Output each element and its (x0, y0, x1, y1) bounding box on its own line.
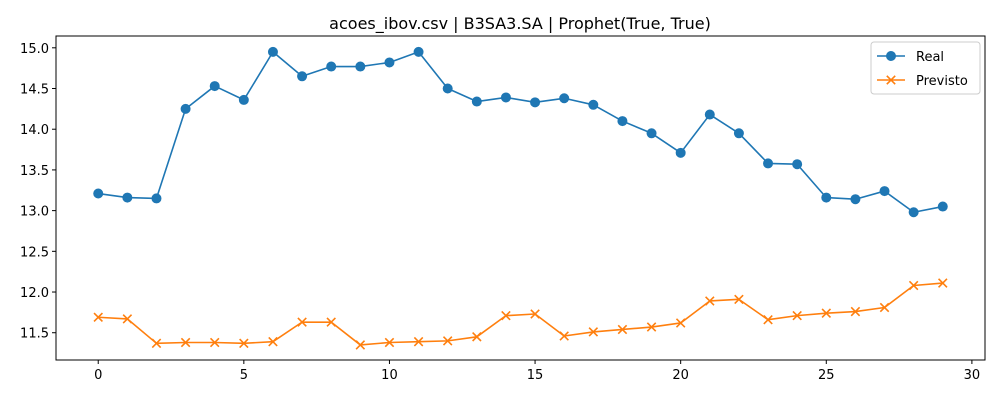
legend-box (870, 41, 981, 95)
y-tick-label: 13.0 (20, 205, 49, 220)
data-point-real (704, 109, 715, 120)
data-point-real (675, 147, 686, 158)
legend: Real Previsto (870, 41, 981, 95)
data-point-previsto (442, 336, 453, 346)
x-tick-label: 25 (818, 368, 835, 383)
data-point-previsto (297, 317, 307, 327)
data-point-previsto (93, 312, 103, 323)
data-point-real (267, 46, 278, 57)
data-point-real (559, 93, 570, 104)
y-tick-label: 11.5 (20, 327, 49, 342)
data-point-real (530, 97, 541, 108)
data-point-real (151, 193, 162, 204)
data-point-previsto (413, 336, 424, 347)
data-point-previsto (326, 317, 336, 327)
data-point-previsto (617, 324, 628, 335)
data-point-previsto (908, 280, 919, 291)
x-tick-label: 15 (527, 368, 544, 383)
data-point-previsto (151, 338, 162, 349)
data-point-previsto (879, 302, 890, 313)
data-point-previsto (472, 332, 482, 342)
data-point-previsto (209, 337, 220, 348)
data-point-real (879, 186, 890, 197)
data-point-previsto (821, 308, 832, 318)
data-point-previsto (559, 331, 569, 341)
data-point-previsto (384, 337, 395, 348)
data-point-previsto (122, 314, 133, 324)
data-point-real (792, 159, 803, 170)
data-point-real (617, 116, 628, 127)
data-point-real (413, 46, 424, 57)
data-point-previsto (239, 338, 249, 349)
data-point-real (122, 192, 133, 203)
legend-marker-previsto (886, 75, 896, 85)
data-point-real (850, 194, 861, 205)
data-point-real (821, 192, 832, 203)
series-previsto (93, 278, 948, 350)
y-tick-label: 13.5 (20, 164, 49, 179)
y-tick-label: 12.5 (20, 245, 49, 260)
y-tick-label: 14.0 (20, 123, 49, 138)
data-point-previsto (588, 327, 599, 337)
data-point-previsto (763, 314, 773, 325)
data-point-real (355, 61, 366, 72)
data-point-real (763, 158, 774, 169)
data-point-real (93, 188, 104, 199)
legend-label-previsto: Previsto (916, 74, 968, 89)
data-point-real (937, 201, 948, 212)
data-point-real (238, 94, 249, 105)
data-point-real (908, 207, 919, 218)
data-point-real (442, 83, 453, 94)
chart-title: acoes_ibov.csv | B3SA3.SA | Prophet(True… (329, 14, 711, 34)
series-real (93, 46, 948, 218)
data-point-real (646, 128, 657, 139)
x-tick-label: 5 (240, 368, 248, 383)
data-point-previsto (501, 310, 511, 321)
x-tick-label: 10 (381, 368, 398, 383)
data-point-previsto (268, 336, 278, 347)
data-point-previsto (180, 337, 191, 348)
data-point-real (500, 92, 511, 103)
data-point-previsto (792, 310, 802, 321)
legend-marker-real (886, 51, 896, 61)
data-point-previsto (938, 278, 948, 288)
data-point-previsto (675, 318, 686, 328)
x-tick-label: 0 (94, 368, 102, 383)
x-tick-label: 20 (672, 368, 689, 383)
data-point-previsto (850, 306, 861, 317)
series-line-previsto (98, 282, 943, 346)
data-point-real (588, 99, 599, 110)
legend-label-real: Real (916, 50, 944, 65)
data-point-real (471, 96, 482, 107)
plot-frame (55, 35, 986, 361)
data-point-real (326, 61, 337, 72)
x-tick-label: 30 (964, 368, 981, 383)
data-point-previsto (355, 340, 366, 350)
plot-area: 0 5 10 15 20 25 30 11.5 12.0 12.5 13.0 13.5 14.0 14.5… (20, 35, 986, 383)
data-point-real (180, 103, 191, 114)
y-tick-label: 15.0 (20, 42, 49, 57)
y-tick-label: 12.0 (20, 286, 49, 301)
data-point-real (384, 57, 395, 68)
data-point-real (733, 128, 744, 139)
y-tick-label: 14.5 (20, 83, 49, 98)
data-point-previsto (705, 296, 715, 306)
data-point-real (209, 81, 220, 92)
data-point-previsto (530, 309, 540, 319)
data-point-previsto (734, 294, 744, 305)
data-point-previsto (646, 322, 657, 332)
series-line-real (98, 51, 943, 214)
data-point-real (297, 71, 308, 82)
